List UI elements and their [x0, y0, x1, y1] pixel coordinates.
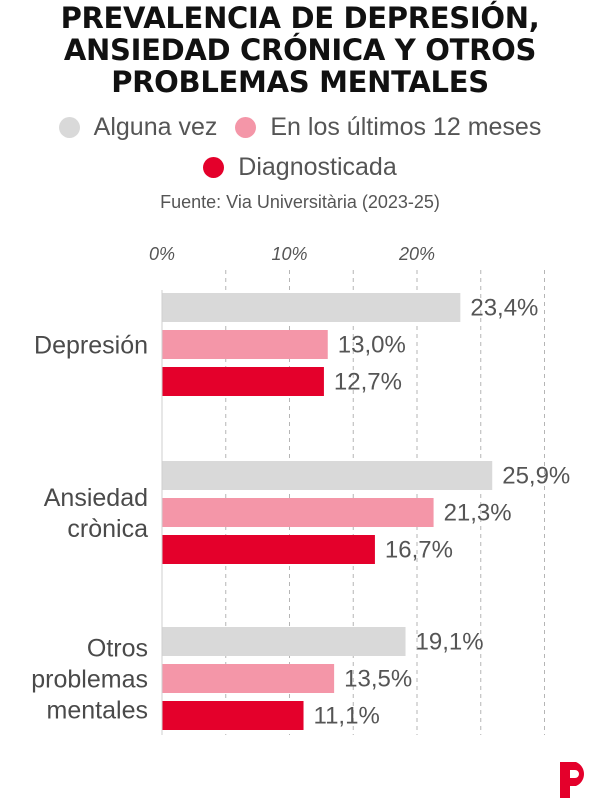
bar-chart: 0% 10% 20% Depresión Ansiedad crònica Otros pro…: [31, 244, 570, 735]
category-label: problemas: [31, 666, 148, 694]
legend-row-1: Alguna vez En los últimos 12 meses: [0, 113, 600, 142]
bar: [162, 293, 461, 322]
bar: [162, 367, 324, 396]
bar-value-label: 19,1%: [416, 629, 484, 656]
chart-title: PREVALENCIA DE DEPRESIÓN, ANSIEDAD CRÓNI…: [0, 2, 600, 98]
bar: [162, 664, 335, 693]
category-label: Depresión: [34, 332, 148, 360]
x-tick-label: 0%: [149, 244, 175, 264]
legend-swatch-diagnosticada: [203, 157, 225, 178]
bar: [162, 498, 434, 527]
category-label: Ansiedad: [44, 484, 148, 512]
legend-item-diagnosticada: Diagnosticada: [203, 153, 397, 182]
bar-value-label: 13,5%: [344, 666, 412, 693]
category-label: crònica: [67, 515, 148, 543]
title-line-2: ANSIEDAD CRÓNICA Y OTROS: [63, 33, 537, 67]
category-label: Otros: [87, 635, 148, 663]
bar-value-label: 16,7%: [385, 537, 453, 564]
bar-value-label: 23,4%: [470, 295, 538, 322]
x-tick-label: 10%: [271, 244, 307, 264]
bar: [162, 330, 328, 359]
legend-swatch-ultimos-12-meses: [235, 117, 257, 138]
legend-item-ultimos-12-meses: En los últimos 12 meses: [235, 113, 541, 142]
source-note: Fuente: Via Universitària (2023-25): [160, 192, 440, 212]
bar: [162, 461, 493, 490]
bar-value-label: 21,3%: [444, 500, 512, 527]
bar-value-label: 25,9%: [502, 463, 570, 490]
legend-item-alguna-vez: Alguna vez: [58, 113, 218, 142]
legend-label-diagnosticada: Diagnosticada: [238, 153, 397, 181]
legend-row-2: Diagnosticada: [0, 153, 600, 182]
legend-label-alguna-vez: Alguna vez: [93, 113, 218, 141]
category-label: mentales: [47, 697, 148, 725]
title-line-1: PREVALENCIA DE DEPRESIÓN,: [60, 1, 540, 35]
bar-value-label: 13,0%: [338, 332, 406, 359]
legend-label-ultimos-12-meses: En los últimos 12 meses: [270, 113, 542, 141]
x-tick-label: 20%: [398, 244, 435, 264]
bar: [162, 535, 375, 564]
bar-value-label: 11,1%: [314, 703, 380, 730]
bar: [162, 627, 406, 656]
legend-swatch-alguna-vez: [58, 117, 80, 138]
bar-value-label: 12,7%: [334, 369, 402, 396]
bar: [162, 701, 304, 730]
publisher-logo-icon: [560, 762, 584, 798]
title-line-3: PROBLEMAS MENTALES: [111, 65, 489, 99]
